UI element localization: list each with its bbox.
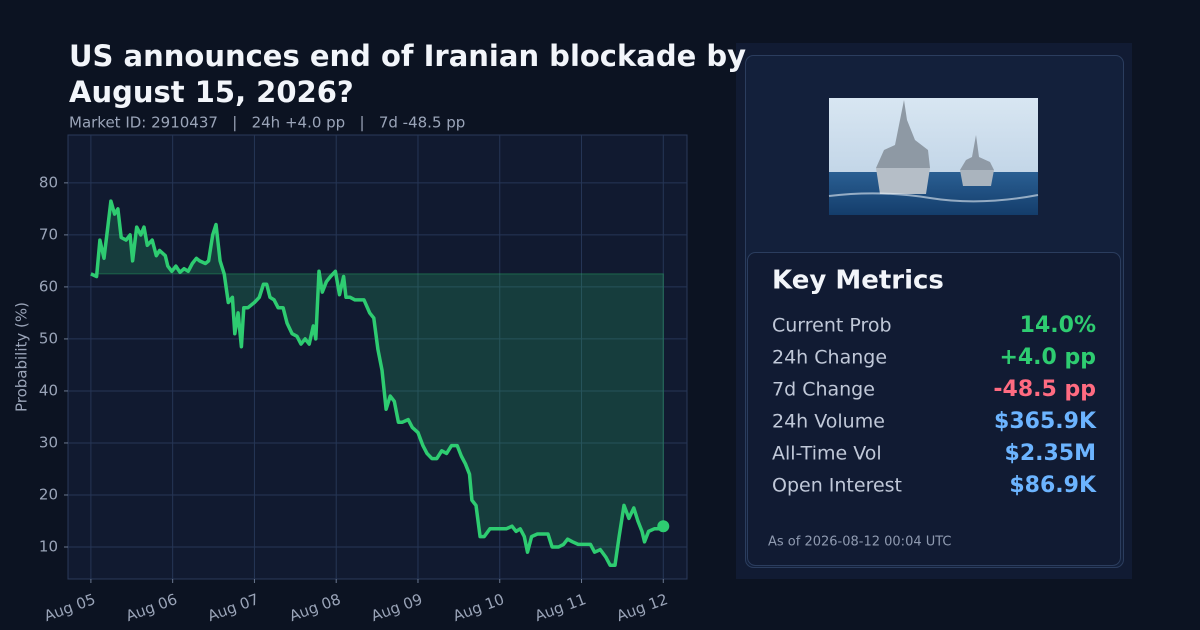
metric-label: Open Interest: [772, 475, 902, 497]
x-tick-label: Aug 08: [287, 590, 343, 625]
x-tick-label: Aug 11: [532, 590, 588, 625]
metric-value: $2.35M: [1005, 441, 1096, 466]
metric-value: -48.5 pp: [993, 377, 1096, 402]
metric-value: $365.9K: [994, 409, 1097, 434]
x-tick-label: Aug 05: [42, 590, 98, 625]
x-tick-label: Aug 09: [369, 590, 425, 625]
x-tick-label: Aug 10: [451, 590, 507, 625]
metric-value: +4.0 pp: [999, 345, 1096, 370]
metric-value: 14.0%: [1020, 313, 1096, 338]
y-tick-label: 30: [39, 433, 58, 451]
chart-title: US announces end of Iranian blockade by …: [69, 39, 747, 109]
metric-label: 7d Change: [772, 379, 875, 401]
metric-value: $86.9K: [1009, 473, 1097, 498]
y-tick-label: 10: [39, 538, 58, 556]
y-tick-label: 70: [39, 225, 58, 243]
plot-area: [67, 134, 688, 580]
metric-label: 24h Volume: [772, 411, 885, 433]
line: [90, 199, 665, 567]
y-tick-label: 40: [39, 381, 58, 399]
metric-label: All-Time Vol: [772, 443, 882, 465]
metric-label: Current Prob: [772, 315, 892, 337]
y-tick-label: 80: [39, 173, 58, 191]
y-tick-label: 50: [39, 329, 58, 347]
y-axis-label: Probability (%): [13, 302, 31, 412]
subtitle: Market ID: 2910437 | 24h +4.0 pp | 7d -4…: [69, 114, 465, 132]
end-marker: [657, 520, 670, 533]
as-of: As of 2026-08-12 00:04 UTC: [768, 535, 952, 550]
metrics-title: Key Metrics: [772, 266, 944, 296]
metrics-box: [747, 252, 1121, 566]
ship-image: [828, 98, 1039, 215]
y-tick-label: 60: [39, 277, 58, 295]
x-tick-label: Aug 07: [205, 590, 261, 625]
y-tick-label: 20: [39, 485, 58, 503]
x-tick-label: Aug 12: [614, 590, 670, 625]
metric-label: 24h Change: [772, 347, 887, 369]
x-tick-label: Aug 06: [123, 590, 179, 625]
